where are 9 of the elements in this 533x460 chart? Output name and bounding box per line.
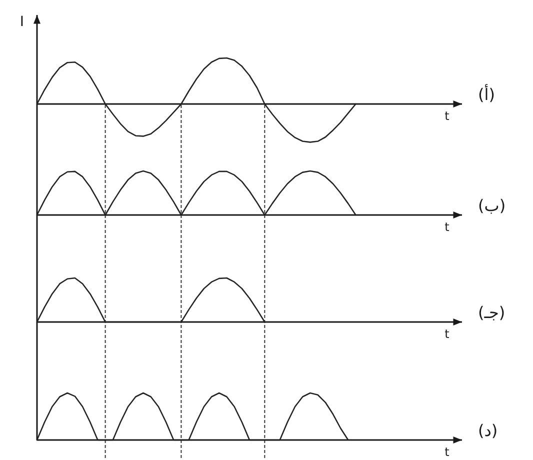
x-axis-title: t xyxy=(444,109,450,123)
y-axis-title: I xyxy=(20,14,24,30)
text: (ب) xyxy=(478,196,506,215)
text: (د) xyxy=(478,421,498,440)
text: (أ) xyxy=(478,84,495,104)
text: (جـ) xyxy=(478,303,506,322)
x-axis-title: t xyxy=(444,445,450,459)
x-axis-title: t xyxy=(444,220,450,234)
x-axis-title: t xyxy=(444,327,450,341)
